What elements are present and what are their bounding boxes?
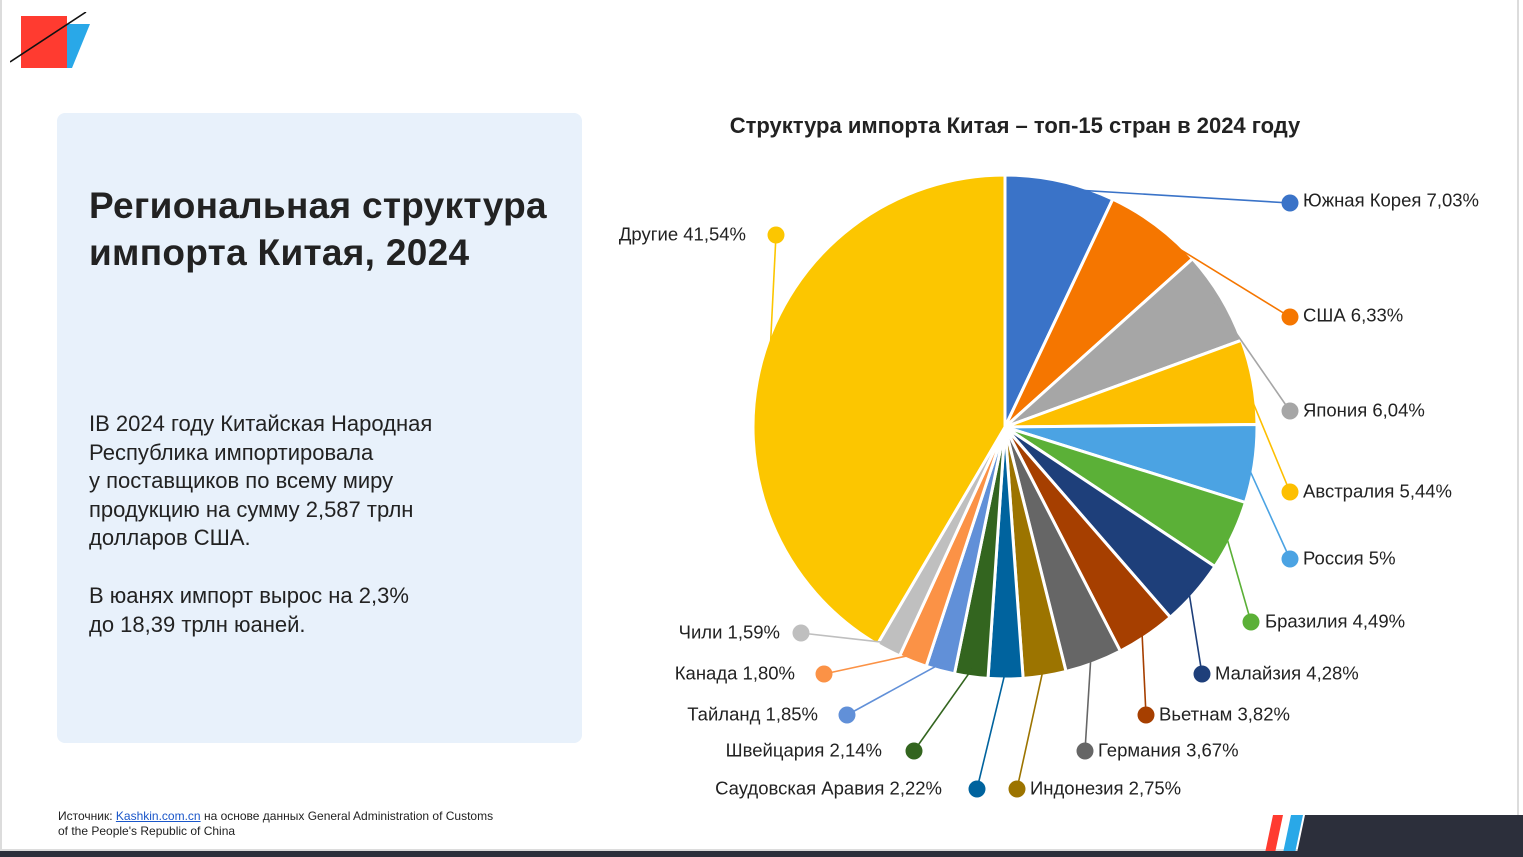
slice-label: Чили 1,59% (679, 622, 780, 643)
leader-line (1245, 462, 1291, 560)
leader-line (1213, 300, 1291, 412)
pie-labels: Южная Корея 7,03% США 6,33% Япония 6,04% Ав… (619, 188, 1479, 799)
panel-paragraph-2: В юанях импорт вырос на 2,3% до 18,39 тр… (89, 583, 409, 637)
panel-paragraph-1: IВ 2024 году Китайская Народная Республи… (89, 411, 433, 551)
label-dot (838, 706, 856, 724)
slice-label: Вьетнам 3,82% (1159, 704, 1290, 725)
label-dot (1281, 194, 1299, 212)
brand-logo (10, 12, 90, 68)
leader-line (1058, 188, 1291, 204)
leader-line (1244, 382, 1291, 493)
slice-label: Тайланд 1,85% (687, 704, 818, 725)
slice-label: Швейцария 2,14% (726, 740, 882, 761)
label-dot (767, 226, 785, 244)
source-prefix: Источник: (58, 809, 116, 823)
pie-slices (751, 173, 1259, 681)
leader-line (913, 668, 973, 752)
slice-label: Япония 6,04% (1303, 400, 1425, 421)
leader-line (1150, 230, 1291, 318)
slice-label: Малайзия 4,28% (1215, 663, 1359, 684)
slice-label: Индонезия 2,75% (1030, 778, 1181, 799)
logo-red-square (21, 16, 67, 68)
label-dot (905, 742, 923, 760)
label-dot (792, 624, 810, 642)
slice-label: Саудовская Аравия 2,22% (715, 778, 942, 799)
logo-slash (10, 12, 87, 63)
label-dot (968, 780, 986, 798)
leader-line (1016, 667, 1045, 790)
label-dot (1281, 402, 1299, 420)
source-link[interactable]: Kashkin.com.cn (115, 809, 201, 823)
corner-decoration (1265, 815, 1523, 853)
slice-label: Южная Корея 7,03% (1303, 190, 1479, 211)
leader-line (1084, 655, 1092, 752)
leader-line (800, 632, 893, 645)
logo-blue-shape (67, 24, 90, 68)
label-dot (1281, 550, 1299, 568)
label-dot (815, 665, 833, 683)
slice-label: Другие 41,54% (619, 224, 746, 245)
label-dot (1076, 742, 1094, 760)
source-suffix: на основе данных General Administration … (58, 809, 494, 838)
leader-line (976, 670, 1007, 790)
panel-title: Региональная структура импорта Китая, 20… (89, 185, 547, 273)
leader-line (1224, 531, 1252, 623)
leader-line (1187, 587, 1203, 675)
pie-slice (751, 173, 1007, 646)
leader-line (768, 234, 777, 363)
chart-title: Структура импорта Китая – топ-15 стран в… (730, 113, 1301, 138)
leader-line (846, 662, 943, 716)
info-panel (57, 113, 582, 743)
label-dot (1281, 308, 1299, 326)
leader-line (823, 653, 916, 675)
pie-slice (1003, 173, 1115, 429)
slice-label: Германия 3,67% (1098, 740, 1239, 761)
label-dot (1137, 706, 1155, 724)
label-dot (1008, 780, 1026, 798)
leader-line (1141, 628, 1147, 716)
pie-chart: Структура импорта Китая – топ-15 стран в… (619, 113, 1479, 799)
label-dot (1193, 665, 1211, 683)
footer-bar (0, 851, 1523, 857)
corner-blue-stripe (1283, 815, 1303, 853)
slice-label: Австралия 5,44% (1303, 481, 1452, 502)
slice-label: США 6,33% (1303, 305, 1403, 326)
slice-label: Россия 5% (1303, 548, 1396, 569)
slice-label: Канада 1,80% (675, 663, 795, 684)
corner-dark-block (1297, 815, 1523, 853)
label-dot (1281, 483, 1299, 501)
label-dot (1242, 613, 1260, 631)
corner-red-stripe (1265, 815, 1283, 853)
source-note: Источник: Kashkin.com.cn на основе данны… (58, 809, 498, 839)
slice-label: Бразилия 4,49% (1265, 611, 1405, 632)
